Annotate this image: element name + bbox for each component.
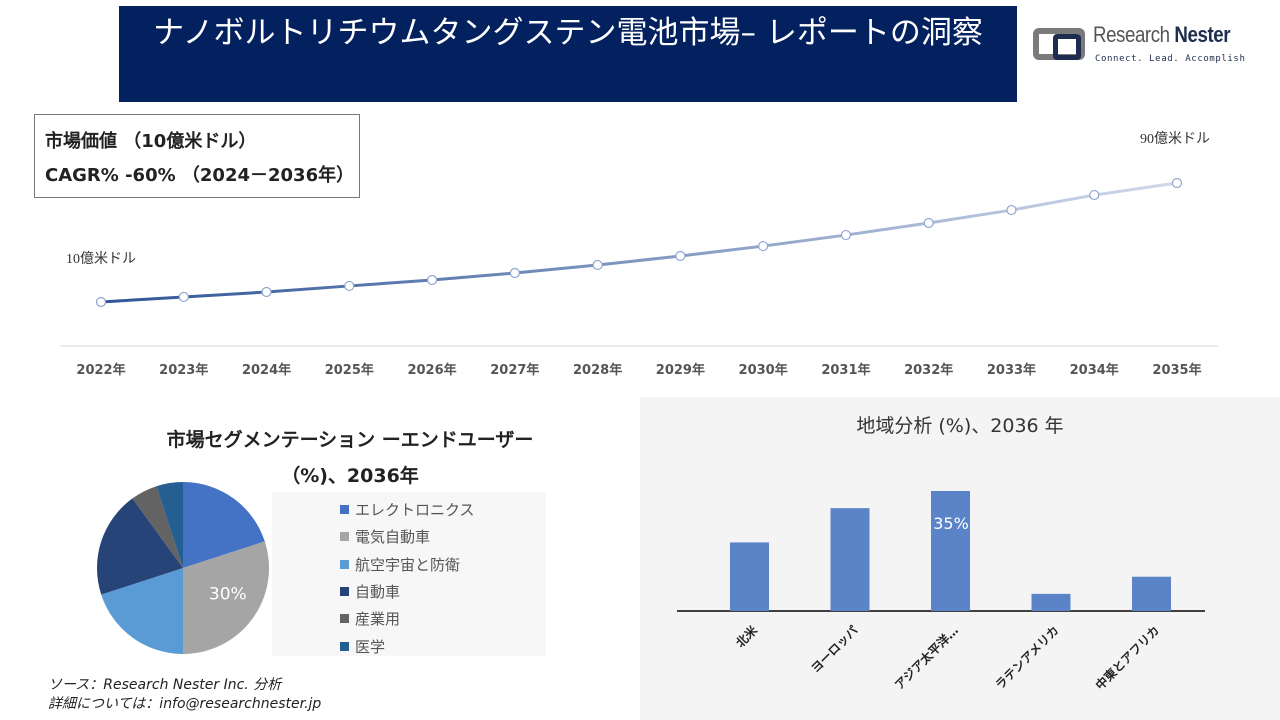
x-tick-label: 2032年	[904, 362, 953, 378]
pie-slice	[183, 482, 265, 568]
legend-swatch	[340, 505, 349, 515]
line-point	[426, 274, 438, 286]
legend-label: 医学	[355, 637, 386, 656]
pie-slice	[183, 541, 269, 654]
x-tick-label: 2035年	[1152, 362, 1201, 378]
line-point	[1006, 204, 1017, 216]
source-line: ソース：Research Nester Inc. 分析	[48, 677, 282, 693]
x-tick-label: 2031年	[821, 362, 870, 378]
legend-swatch	[340, 587, 349, 597]
pie-slice	[156, 482, 183, 568]
legend-swatch	[340, 559, 349, 569]
bar-data-label: 35%	[933, 514, 969, 533]
pie-slice	[101, 568, 183, 654]
end-annotation: 90億米ドル	[1140, 131, 1210, 147]
line-point	[1171, 177, 1183, 189]
line-point	[758, 240, 769, 252]
page-title: ナノボルトリチウムタングステン電池市場– レポートの洞察	[119, 6, 1017, 102]
legend-swatch	[340, 614, 349, 624]
market-value-label: 市場価値 （10億米ドル）	[45, 131, 257, 152]
logo-icon-inner	[1053, 34, 1081, 60]
source-note: ソース：Research Nester Inc. 分析 詳細については：info…	[48, 676, 321, 714]
line-point	[592, 259, 603, 271]
region-bar	[1132, 576, 1171, 611]
x-tick-label: 2022年	[76, 362, 125, 378]
x-tick-label: 2023年	[159, 362, 208, 378]
pie-chart: 30%	[97, 482, 269, 654]
logo-name: Research Nester	[1093, 22, 1231, 47]
start-annotation: 10億米ドル	[66, 251, 136, 267]
region-bar	[730, 542, 769, 611]
logo-tagline: Connect. Lead. Accomplish	[1095, 54, 1246, 64]
line-point	[261, 286, 272, 298]
legend-item: エレクトロニクス	[340, 496, 546, 523]
line-point	[344, 280, 355, 292]
bar-title: 地域分析 (%)、2036 年	[856, 415, 1064, 437]
line-point	[509, 267, 520, 279]
x-tick-label: 2029年	[656, 362, 705, 378]
x-tick-label: 2034年	[1070, 362, 1119, 378]
region-bar	[931, 491, 970, 611]
x-tick-label: 2025年	[325, 362, 374, 378]
legend-swatch	[340, 641, 349, 651]
bar-category-label: アジア太平洋…	[891, 623, 961, 693]
pie-slice	[97, 498, 183, 595]
contact-line: 詳細については：info@researchnester.jp	[48, 696, 322, 712]
line-point	[923, 217, 934, 229]
region-panel: 地域分析 (%)、2036 年 北米 ヨーロッパ 35% アジア太平洋… ラテンアメリカ…	[640, 397, 1280, 720]
pie-slice	[132, 486, 183, 568]
pie-title: 市場セグメンテーション ーエンドユーザー （%)、2036年	[166, 429, 534, 487]
x-tick-label: 2026年	[407, 362, 456, 378]
legend-item: 航空宇宙と防衛	[340, 551, 546, 578]
line-point	[675, 250, 686, 262]
region-bar	[830, 508, 870, 611]
legend-swatch	[340, 532, 349, 542]
kpi-box: 市場価値 （10億米ドル） CAGR% -60% （2024－2036年）	[34, 114, 360, 198]
x-tick-label: 2024年	[242, 362, 291, 378]
legend-item: 産業用	[340, 605, 546, 632]
x-tick-label: 2033年	[987, 362, 1036, 378]
research-nester-logo: Research Nester Connect. Lead. Accomplis…	[1033, 24, 1253, 68]
line-point	[95, 296, 107, 308]
bar-category-label: ヨーロッパ	[808, 623, 860, 675]
line-point	[840, 229, 852, 241]
legend-label: 電気自動車	[355, 528, 431, 547]
region-bar-chart: 北米 ヨーロッパ 35% アジア太平洋… ラテンアメリカ 中東とアフリカ	[677, 491, 1205, 693]
cagr-label: CAGR% -60% （2024－2036年）	[45, 165, 355, 186]
market-line-chart: 2022年 2023年 2024年 2025年 2026年 2027年 2028年 2029年…	[60, 131, 1218, 378]
legend-item: 医学	[340, 632, 546, 659]
pie-data-label: 30%	[209, 584, 247, 604]
legend-label: 産業用	[355, 610, 401, 629]
x-tick-label: 2030年	[739, 362, 788, 378]
legend-label: 航空宇宙と防衛	[355, 555, 461, 574]
legend-label: エレクトロニクス	[355, 501, 475, 520]
bar-category-label: 中東とアフリカ	[1092, 623, 1162, 693]
pie-legend: エレクトロニクス 電気自動車航空宇宙と防衛 自動車産業用医学	[272, 492, 546, 656]
line-point	[178, 291, 189, 303]
bar-category-label: 北米	[733, 622, 761, 650]
market-line	[100, 181, 1178, 304]
x-tick-label: 2028年	[573, 362, 622, 378]
line-point	[1089, 189, 1100, 201]
legend-item: 電気自動車	[340, 523, 546, 550]
region-bar	[1031, 593, 1071, 611]
legend-item: 自動車	[340, 578, 546, 605]
legend-label: 自動車	[355, 583, 401, 602]
bar-category-label: ラテンアメリカ	[993, 623, 1062, 692]
x-tick-label: 2027年	[490, 362, 539, 378]
